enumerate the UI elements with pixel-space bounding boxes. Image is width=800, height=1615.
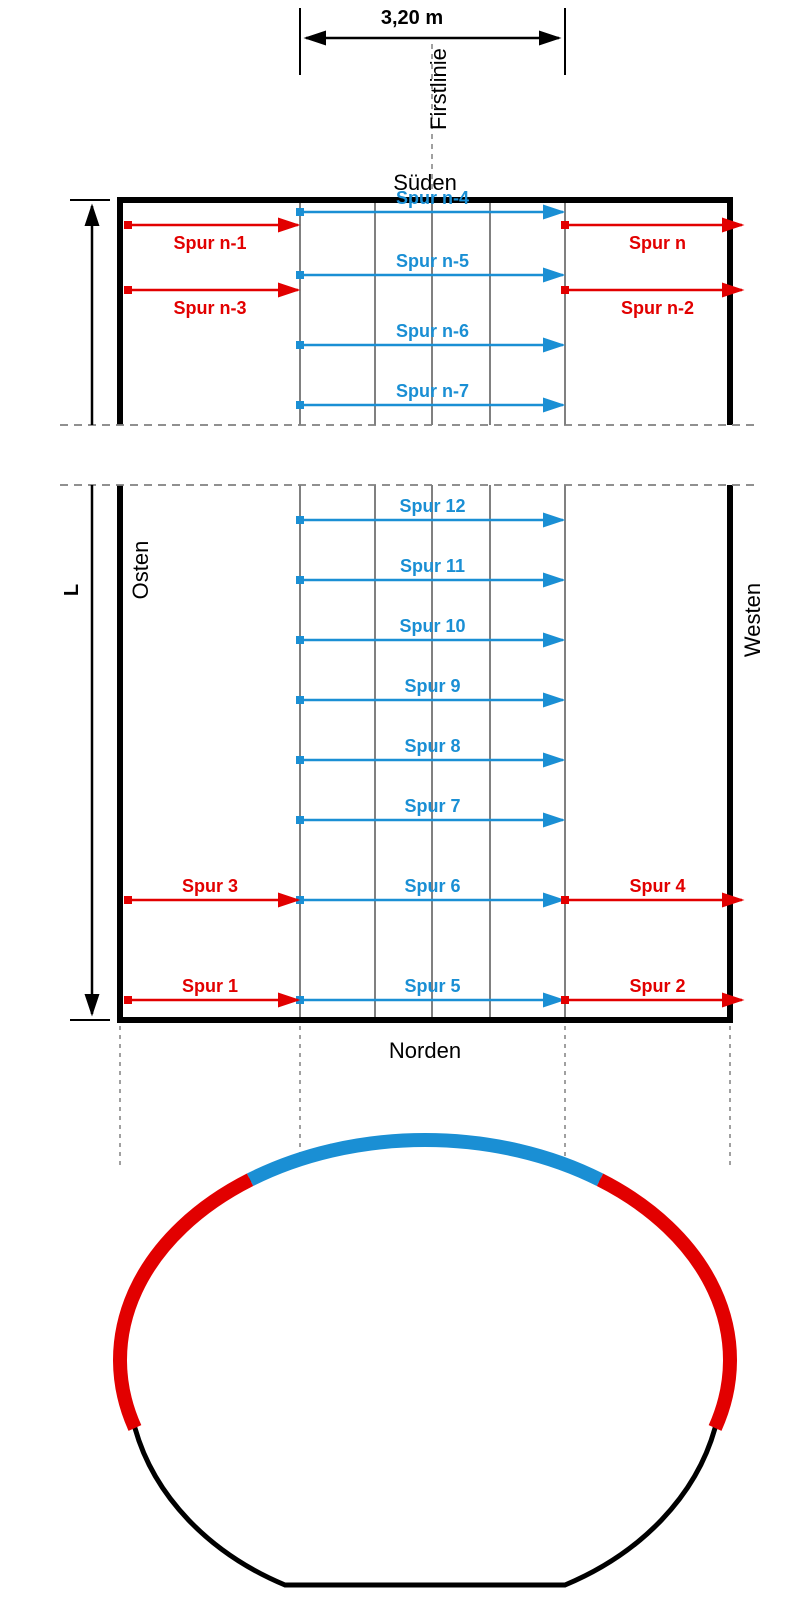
red-bot-left-label-1: Spur 1 [182, 976, 238, 996]
blue-top-label-3: Spur n-7 [396, 381, 469, 401]
blue-bot-label-6: Spur 6 [404, 876, 460, 896]
red-bot-right-label-0: Spur 4 [629, 876, 685, 896]
blue-top-label-0: Spur n-4 [396, 188, 469, 208]
label-westen: Westen [740, 583, 765, 657]
red-top-left-label-0: Spur n-1 [173, 233, 246, 253]
dim-label-top: 3,20 m [381, 7, 443, 29]
red-top-right-label-1: Spur n-2 [621, 298, 694, 318]
blue-top-label-1: Spur n-5 [396, 251, 469, 271]
blue-bot-label-4: Spur 8 [404, 736, 460, 756]
arc-red-right [600, 1180, 730, 1428]
red-top-right-label-0: Spur n [629, 233, 686, 253]
blue-bot-label-2: Spur 10 [399, 616, 465, 636]
red-top-left-label-1: Spur n-3 [173, 298, 246, 318]
label-norden: Norden [389, 1038, 461, 1063]
label-osten: Osten [128, 541, 153, 600]
L-label: L [61, 584, 83, 596]
blue-bot-label-1: Spur 11 [400, 556, 465, 576]
arc-red-left [120, 1180, 250, 1428]
blue-bot-label-3: Spur 9 [404, 676, 460, 696]
blue-top-label-2: Spur n-6 [396, 321, 469, 341]
blue-bot-label-5: Spur 7 [404, 796, 460, 816]
red-bot-left-label-0: Spur 3 [182, 876, 238, 896]
blue-bot-label-0: Spur 12 [399, 496, 465, 516]
arc-blue [250, 1140, 600, 1180]
red-bot-right-label-1: Spur 2 [629, 976, 685, 996]
firstlinie-label: Firstlinie [426, 48, 451, 130]
blue-bot-label-7: Spur 5 [404, 976, 460, 996]
